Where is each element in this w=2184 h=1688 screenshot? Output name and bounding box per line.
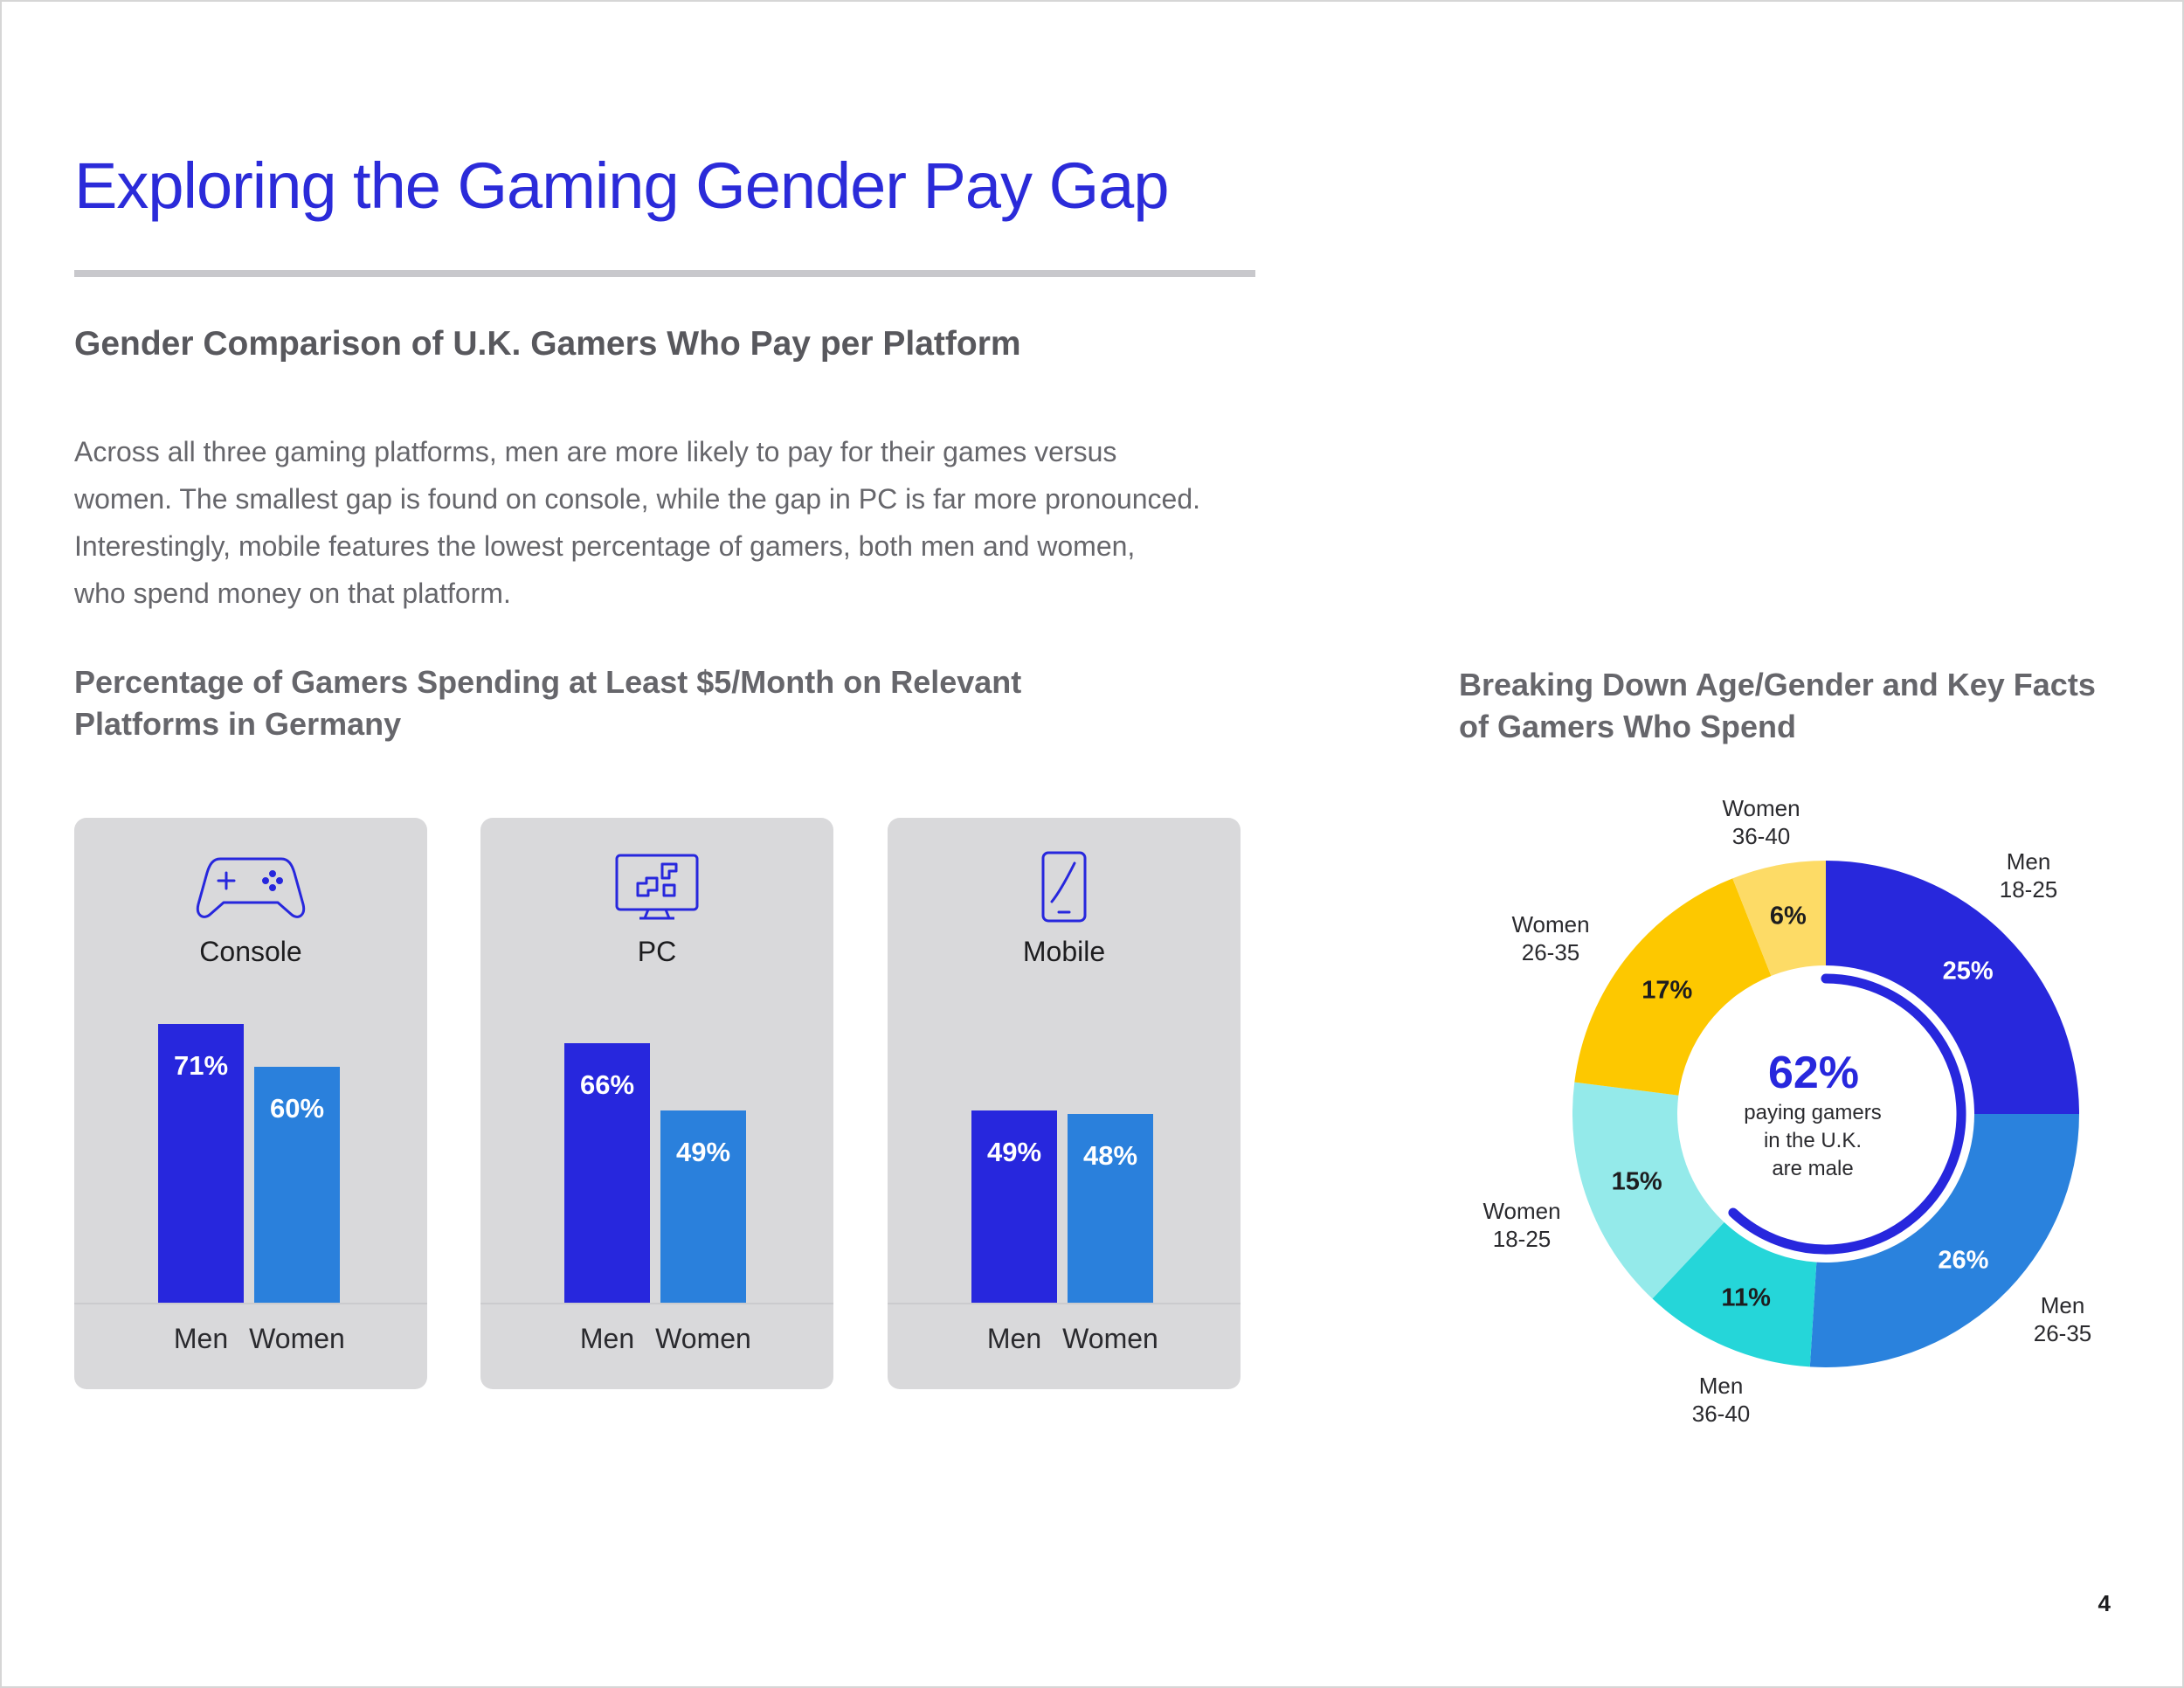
donut-group-label-line: Men <box>2040 1292 2085 1318</box>
donut-group-label: Women 26-35 <box>1481 910 1621 966</box>
x-axis-label-women: Women <box>655 1323 751 1354</box>
center-stat-text: paying gamers in the U.K. are male <box>1708 1099 1918 1183</box>
bar-chart-title: Percentage of Gamers Spending at Least $… <box>74 661 1021 745</box>
center-stat-arc <box>1728 973 1966 1255</box>
donut-svg <box>1572 861 2079 1367</box>
page-number: 4 <box>2098 1590 2111 1616</box>
donut-slice-label: 26% <box>1938 1246 1989 1275</box>
donut-slice-women-26-35 <box>1574 878 1772 1096</box>
bar-baseline <box>74 1303 427 1304</box>
x-axis-label-women: Women <box>1062 1323 1158 1354</box>
title-divider <box>74 270 1255 277</box>
bar-baseline <box>888 1303 1241 1304</box>
donut-slice-women-18-25 <box>1572 1082 1724 1299</box>
donut-group-label-line: 36-40 <box>1731 823 1791 849</box>
bar-value-label: 71% <box>173 1049 229 1081</box>
donut-group-label: Men 26-35 <box>1993 1291 2132 1347</box>
x-axis-label-men: Men <box>986 1323 1042 1354</box>
paragraph-line: who spend money on that platform. <box>74 578 511 609</box>
platform-title: Console <box>199 936 302 967</box>
donut-group-label-line: Men <box>2006 848 2051 875</box>
donut-group-label-line: 36-40 <box>1691 1401 1751 1427</box>
x-axis-label-women: Women <box>249 1323 345 1354</box>
intro-paragraph: Across all three gaming platforms, men a… <box>74 428 1297 617</box>
x-axis-label-men: Men <box>579 1323 635 1354</box>
bar-value-label: 49% <box>986 1136 1042 1167</box>
donut-group-label-line: 18-25 <box>1999 876 2058 903</box>
paragraph-line: Across all three gaming platforms, men a… <box>74 436 1117 467</box>
platform-title: PC <box>637 936 677 967</box>
donut-group-label-line: Women <box>1722 795 1800 821</box>
bar-men: 71% <box>158 1023 244 1303</box>
donut-chart-title: Breaking Down Age/Gender and Key Facts o… <box>1459 664 2096 748</box>
mobile-card: Mobile 49% 48% Men Women <box>888 818 1241 1389</box>
bar-men: 66% <box>564 1043 650 1303</box>
donut-group-label: Women 18-25 <box>1452 1197 1592 1253</box>
center-stat-line: paying gamers <box>1744 1101 1882 1124</box>
donut-chart-title-line: of Gamers Who Spend <box>1459 709 1797 744</box>
smartphone-icon <box>888 849 1241 928</box>
page-title: Exploring the Gaming Gender Pay Gap <box>74 149 1169 222</box>
donut-slice-label: 15% <box>1611 1167 1662 1196</box>
bar-value-label: 66% <box>579 1069 635 1100</box>
donut-slice-men-18-25 <box>1826 861 2079 1114</box>
donut-group-label: Women 36-40 <box>1691 794 1831 850</box>
bar-baseline <box>480 1303 833 1304</box>
donut-chart <box>1572 861 2079 1367</box>
donut-group-label: Men 36-40 <box>1651 1372 1791 1428</box>
section-subhead: Gender Comparison of U.K. Gamers Who Pay… <box>74 325 1021 363</box>
console-card: Console 71% 60% Men Women <box>74 818 427 1389</box>
bar-value-label: 60% <box>269 1093 325 1124</box>
donut-group-label-line: 18-25 <box>1492 1226 1552 1252</box>
bar-women: 60% <box>254 1067 340 1303</box>
donut-group-label: Men 18-25 <box>1959 847 2098 903</box>
donut-slice-women-36-40 <box>1732 861 1826 976</box>
bar-women: 48% <box>1068 1114 1153 1303</box>
center-stat-line: in the U.K. <box>1763 1129 1863 1152</box>
donut-group-label-line: 26-35 <box>2033 1320 2092 1346</box>
x-axis-label-men: Men <box>173 1323 229 1354</box>
gamepad-icon <box>74 849 427 928</box>
donut-group-label-line: Women <box>1482 1198 1561 1224</box>
bar-men: 49% <box>971 1110 1057 1303</box>
donut-slice-label: 11% <box>1721 1283 1771 1312</box>
donut-group-label-line: Men <box>1698 1373 1744 1399</box>
paragraph-line: Interestingly, mobile features the lowes… <box>74 530 1136 562</box>
bar-value-label: 48% <box>1082 1140 1138 1171</box>
donut-slice-label: 6% <box>1769 902 1807 930</box>
donut-slice-label: 25% <box>1942 957 1994 986</box>
bar-chart-title-line: Platforms in Germany <box>74 706 402 742</box>
bar-chart-title-line: Percentage of Gamers Spending at Least $… <box>74 664 1022 700</box>
donut-chart-title-line: Breaking Down Age/Gender and Key Facts <box>1459 667 2096 702</box>
monitor-icon <box>480 849 833 928</box>
bar-women: 49% <box>660 1110 746 1303</box>
donut-slice-label: 17% <box>1641 976 1693 1005</box>
center-stat-line: are male <box>1772 1157 1854 1180</box>
donut-group-label-line: 26-35 <box>1521 939 1580 965</box>
center-stat-value: 62% <box>1767 1048 1860 1098</box>
bar-value-label: 49% <box>675 1136 731 1167</box>
pc-card: PC 66% 49% Men Women <box>480 818 833 1389</box>
donut-group-label-line: Women <box>1511 911 1590 937</box>
paragraph-line: women. The smallest gap is found on cons… <box>74 483 1201 515</box>
donut-slice-men-36-40 <box>1652 1221 1817 1367</box>
donut-slice-men-26-35 <box>1809 1114 2079 1367</box>
platform-title: Mobile <box>1022 936 1106 967</box>
